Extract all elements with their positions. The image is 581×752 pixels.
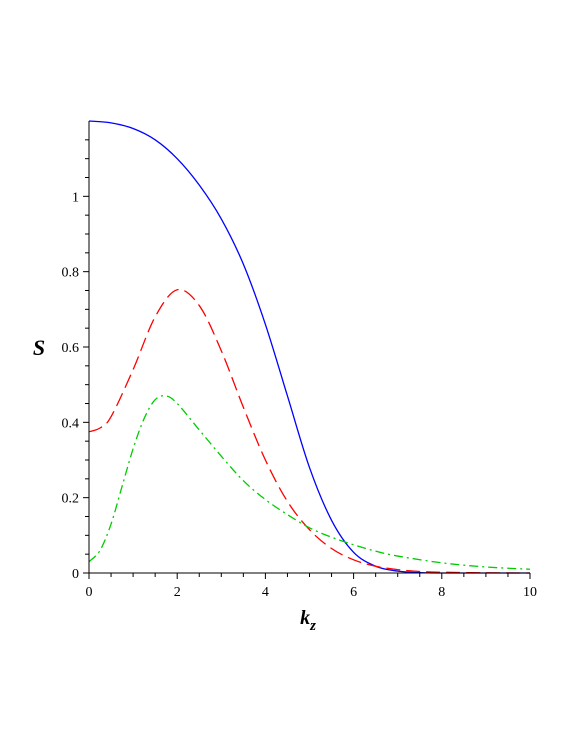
y-tick-label: 0.8 [62, 266, 80, 281]
y-tick-label: 0.6 [62, 341, 80, 356]
y-tick-label: 1 [72, 190, 79, 205]
x-axis-label: kz [300, 607, 316, 634]
series-layer [88, 120, 531, 574]
series-line-2 [88, 288, 531, 574]
x-tick-label: 2 [174, 585, 181, 600]
x-tick-label: 0 [86, 585, 93, 600]
x-tick-label: 4 [262, 585, 269, 600]
x-axis-label-subscript: z [309, 618, 316, 634]
y-axis-label: S [33, 335, 45, 360]
x-tick-label: 10 [523, 585, 537, 600]
x-tick-label: 6 [350, 585, 357, 600]
y-tick-label: 0 [72, 567, 79, 582]
x-axis-label-main: k [300, 607, 310, 629]
series-line-1 [88, 120, 530, 574]
y-tick-label: 0.4 [62, 416, 80, 431]
series-line-3 [88, 395, 531, 570]
axes-layer: 0 2 4 6 8 10 0 0.2 0.4 0.6 0.8 1 [62, 121, 537, 600]
y-tick-label: 0.2 [62, 492, 80, 507]
x-tick-label: 8 [438, 585, 445, 600]
